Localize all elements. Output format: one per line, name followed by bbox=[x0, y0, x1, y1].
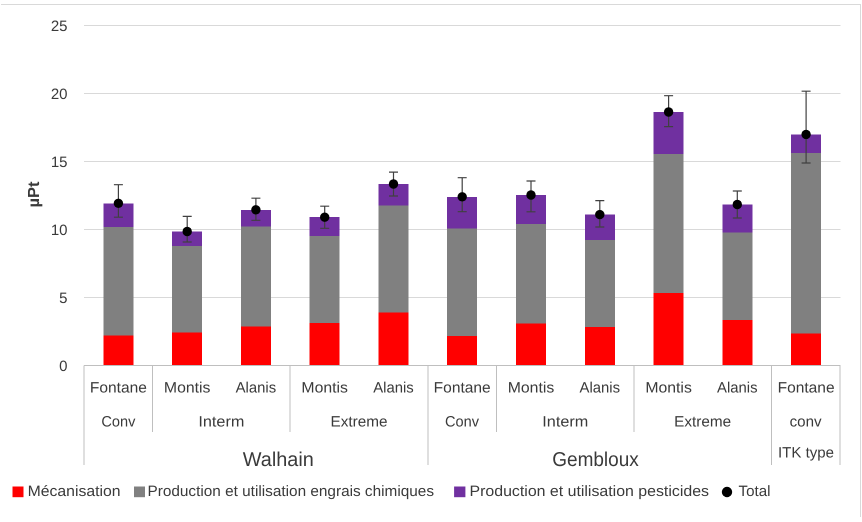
svg-text:Alanis: Alanis bbox=[717, 380, 758, 397]
svg-text:10: 10 bbox=[51, 222, 68, 239]
svg-text:5: 5 bbox=[59, 290, 67, 307]
svg-text:Alanis: Alanis bbox=[580, 380, 621, 397]
svg-text:20: 20 bbox=[51, 86, 68, 103]
svg-text:Total: Total bbox=[739, 483, 771, 500]
svg-text:Production et utilisation pest: Production et utilisation pesticides bbox=[470, 483, 710, 500]
svg-text:0: 0 bbox=[59, 358, 67, 375]
svg-text:µPt: µPt bbox=[26, 181, 43, 208]
svg-text:Conv: Conv bbox=[445, 414, 479, 431]
svg-text:Fontane: Fontane bbox=[434, 380, 491, 397]
svg-text:Production et utilisation engr: Production et utilisation engrais chimiq… bbox=[148, 483, 435, 500]
svg-text:15: 15 bbox=[51, 154, 68, 171]
svg-text:Interm: Interm bbox=[542, 414, 588, 431]
svg-text:Montis: Montis bbox=[508, 380, 555, 397]
svg-text:Extreme: Extreme bbox=[674, 414, 731, 431]
svg-text:Montis: Montis bbox=[645, 380, 692, 397]
svg-text:Mécanisation: Mécanisation bbox=[28, 483, 121, 500]
svg-text:Alanis: Alanis bbox=[373, 380, 414, 397]
svg-text:ITK type: ITK type bbox=[778, 445, 834, 462]
svg-text:Montis: Montis bbox=[164, 380, 211, 397]
svg-text:25: 25 bbox=[51, 18, 68, 35]
svg-text:Interm: Interm bbox=[198, 414, 244, 431]
svg-text:conv: conv bbox=[790, 414, 823, 431]
svg-text:Walhain: Walhain bbox=[243, 449, 314, 471]
svg-text:Alanis: Alanis bbox=[236, 380, 277, 397]
svg-text:Extreme: Extreme bbox=[331, 414, 388, 431]
svg-text:Gembloux: Gembloux bbox=[552, 449, 639, 471]
svg-text:Fontane: Fontane bbox=[90, 380, 147, 397]
svg-text:Fontane: Fontane bbox=[778, 380, 835, 397]
svg-text:Montis: Montis bbox=[301, 380, 348, 397]
svg-text:Conv: Conv bbox=[101, 414, 135, 431]
